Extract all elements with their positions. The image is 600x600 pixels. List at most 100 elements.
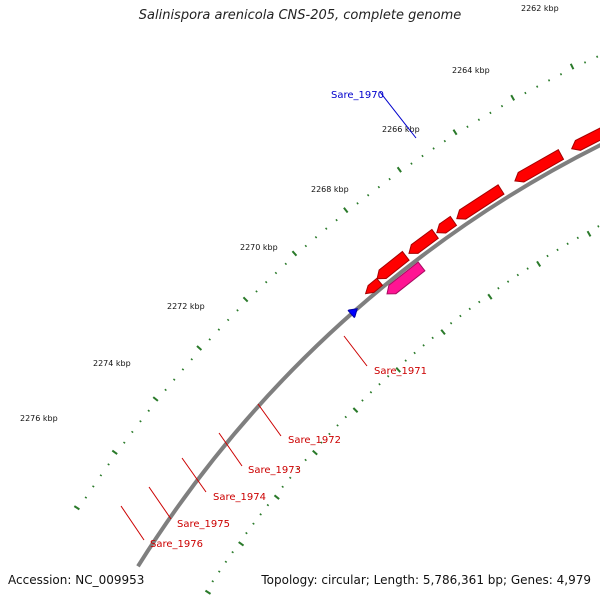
inner-major-tick xyxy=(487,293,493,300)
outer-minor-tick xyxy=(139,420,142,423)
outer-minor-tick xyxy=(466,125,469,129)
inner-minor-tick xyxy=(218,570,221,573)
label-leader-line xyxy=(218,432,243,467)
inner-minor-tick xyxy=(336,424,339,427)
inner-minor-tick xyxy=(459,314,462,318)
inner-minor-tick xyxy=(231,550,234,554)
gene-feature xyxy=(364,277,384,295)
inner-minor-tick xyxy=(252,522,255,525)
outer-minor-tick xyxy=(559,73,563,76)
gene-label: Sare_1974 xyxy=(213,492,266,503)
outer-minor-tick xyxy=(264,280,268,284)
inner-minor-tick xyxy=(526,267,529,270)
inner-tick-track xyxy=(204,225,600,595)
inner-major-tick xyxy=(273,494,280,500)
inner-minor-tick xyxy=(431,336,434,340)
accession-text: Accession: NC_009953 xyxy=(8,573,145,587)
outer-minor-tick xyxy=(596,55,599,58)
inner-major-tick xyxy=(238,541,245,547)
kbp-label-group: 2262 kbp 2264 kbp 2266 kbp 2268 kbp 2270 kbp… xyxy=(20,4,559,423)
genome-summary-text: Topology: circular; Length: 5,786,361 bp… xyxy=(261,573,591,587)
gene-label-group: Sare_1970 Sare_1971 Sare_1972 Sare_1973 Sare… xyxy=(150,90,427,550)
inner-minor-tick xyxy=(266,503,270,507)
outer-minor-tick xyxy=(356,202,359,205)
kbp-label: 2268 kbp xyxy=(311,185,349,194)
inner-minor-tick xyxy=(497,287,500,290)
outer-minor-tick xyxy=(208,338,211,341)
gene-feature xyxy=(514,149,565,183)
label-leader-line xyxy=(257,403,282,437)
gene-label: Sare_1975 xyxy=(177,519,230,530)
outer-minor-tick xyxy=(536,85,539,88)
kbp-label: 2266 kbp xyxy=(382,125,420,134)
outer-minor-tick xyxy=(236,309,239,312)
outer-minor-tick xyxy=(99,474,103,477)
outer-minor-tick xyxy=(304,244,308,248)
gene-label: Sare_1976 xyxy=(150,539,203,550)
gene-label: Sare_1970 xyxy=(331,90,384,101)
outer-minor-tick xyxy=(255,290,258,293)
outer-major-tick xyxy=(452,129,458,136)
outer-minor-tick xyxy=(92,485,95,488)
gene-label: Sare_1972 xyxy=(288,435,341,446)
label-leader-line xyxy=(343,335,368,367)
inner-minor-tick xyxy=(576,236,579,240)
inner-minor-tick xyxy=(516,273,520,277)
outer-major-tick xyxy=(569,63,575,70)
kbp-label: 2264 kbp xyxy=(452,66,490,75)
inner-minor-tick xyxy=(556,248,559,252)
label-leader-lines xyxy=(120,91,417,541)
outer-major-tick xyxy=(111,449,118,455)
outer-minor-tick xyxy=(489,111,492,115)
gene-feature xyxy=(386,261,426,295)
inner-minor-tick xyxy=(413,351,416,355)
inner-minor-tick xyxy=(288,476,292,480)
inner-major-tick xyxy=(352,407,359,413)
outer-major-tick xyxy=(196,345,203,351)
outer-minor-tick xyxy=(164,388,167,392)
kbp-label: 2272 kbp xyxy=(167,302,205,311)
outer-minor-tick xyxy=(314,236,318,239)
inner-minor-tick xyxy=(211,580,214,583)
outer-minor-tick xyxy=(335,218,338,222)
outer-minor-tick xyxy=(107,463,110,466)
outer-minor-tick xyxy=(147,409,150,412)
inner-minor-tick xyxy=(296,467,300,471)
gene-feature xyxy=(376,250,410,280)
genome-backbone xyxy=(136,143,600,568)
gene-feature xyxy=(436,215,458,234)
outer-minor-tick xyxy=(325,227,328,230)
gene-feature xyxy=(570,127,600,151)
outer-minor-tick xyxy=(500,104,504,108)
outer-minor-tick xyxy=(477,118,481,121)
inner-minor-tick xyxy=(328,432,331,436)
outer-minor-tick xyxy=(547,79,551,82)
label-leader-line xyxy=(181,457,207,493)
outer-minor-tick xyxy=(377,185,381,189)
outer-minor-tick xyxy=(366,193,370,197)
inner-minor-tick xyxy=(506,280,510,283)
outer-minor-tick xyxy=(217,328,221,331)
outer-minor-tick xyxy=(388,177,391,181)
outer-major-tick xyxy=(396,166,402,173)
inner-major-tick xyxy=(395,366,401,373)
inner-major-tick xyxy=(204,589,212,595)
kbp-label: 2270 kbp xyxy=(240,243,278,252)
label-leader-line xyxy=(379,91,417,139)
inner-minor-tick xyxy=(320,441,323,444)
feature-track xyxy=(347,127,600,319)
inner-minor-tick xyxy=(361,399,364,402)
inner-minor-tick xyxy=(404,359,407,362)
inner-minor-tick xyxy=(422,344,425,347)
inner-minor-tick xyxy=(245,531,248,535)
outer-major-tick xyxy=(343,207,349,214)
outer-major-tick xyxy=(242,296,249,303)
inner-minor-tick xyxy=(259,513,262,516)
inner-minor-tick xyxy=(344,415,348,419)
inner-minor-tick xyxy=(449,321,453,325)
outer-major-tick xyxy=(73,505,80,511)
outer-minor-tick xyxy=(524,91,527,95)
outer-minor-tick xyxy=(284,262,288,266)
outer-minor-tick xyxy=(421,154,424,158)
